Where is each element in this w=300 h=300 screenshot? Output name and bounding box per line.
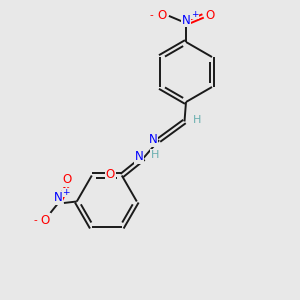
Text: -: - [34, 215, 37, 225]
Text: H: H [193, 115, 201, 125]
Text: N: N [182, 14, 190, 27]
Text: O: O [158, 9, 166, 22]
Text: -: - [150, 10, 154, 20]
Text: N: N [54, 191, 63, 204]
Text: N: N [134, 150, 143, 163]
Text: N: N [148, 133, 158, 146]
Text: O: O [106, 167, 115, 181]
Text: +: + [63, 188, 70, 197]
Text: O: O [206, 9, 214, 22]
Text: H: H [151, 149, 159, 160]
Text: O: O [41, 214, 50, 226]
Text: +: + [191, 10, 198, 19]
Text: O: O [62, 173, 71, 186]
